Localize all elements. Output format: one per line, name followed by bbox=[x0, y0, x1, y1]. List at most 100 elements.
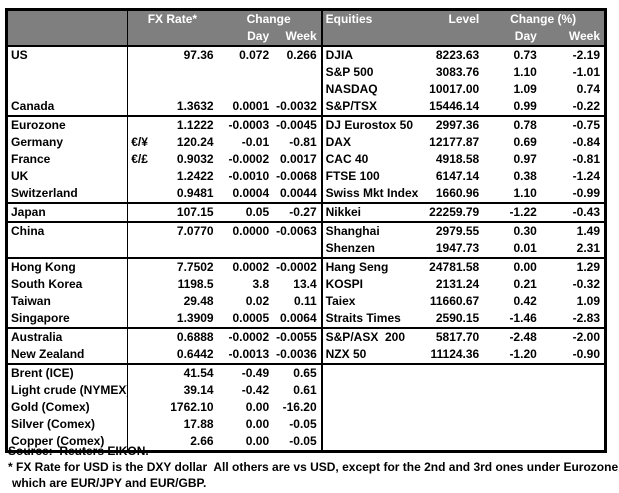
table-row: Brent (ICE) 41.54 -0.49 0.65 bbox=[6, 363, 606, 382]
table-row: Shenzen 1947.73 0.01 2.31 bbox=[7, 240, 606, 258]
fx-week-change-cell: -0.0045 bbox=[273, 115, 322, 134]
fx-rate-cell: 7.7502 bbox=[155, 257, 218, 276]
fx-day-change-cell: -0.0013 bbox=[228, 347, 270, 361]
equity-day-change-cell: 1.10 bbox=[513, 186, 537, 200]
fx-week-change-cell: -0.0032 bbox=[276, 99, 317, 113]
fx-day-change-cell: -0.0002 bbox=[228, 152, 270, 166]
table-row: Germany €/¥ 120.24 -0.01 -0.81 DAX 12177.87 0.6… bbox=[7, 134, 606, 151]
fx-pair-symbol-cell bbox=[127, 363, 156, 382]
fx-day-change-cell: -0.0002 bbox=[217, 327, 274, 346]
fx-footnote-line-2: which are EUR/JPY and EUR/GBP. bbox=[12, 476, 207, 490]
table-row: S&P 500 3083.76 1.10 -1.01 bbox=[7, 64, 606, 81]
equity-day-change-cell: -2.48 bbox=[483, 327, 541, 346]
fx-pair-symbol-cell bbox=[127, 382, 156, 399]
source-line: Source: Reuters EIKON. bbox=[8, 444, 149, 458]
equity-level-cell: 15446.14 bbox=[429, 99, 480, 113]
equity-day-change-cell: 0.38 bbox=[513, 169, 537, 183]
equity-week-change-cell: 0.74 bbox=[576, 82, 600, 96]
fx-week-change-cell: 0.266 bbox=[286, 48, 317, 62]
equity-label-cell: FTSE 100 bbox=[320, 168, 423, 185]
fx-label-cell: Germany bbox=[11, 135, 64, 149]
fx-rate-cell: 107.15 bbox=[155, 202, 218, 222]
fx-change-header: Change bbox=[217, 9, 322, 28]
table-row: Switzerland 0.9481 0.0004 0.0044 Swiss Mkt I… bbox=[7, 185, 606, 203]
market-data-table: FX Rate* Change Equities Level Change (%… bbox=[5, 8, 607, 453]
equity-day-change-cell: 0.78 bbox=[483, 115, 541, 134]
table-row: Canada 1.3632 0.0001 -0.0032 S&P/TSX 15446.14… bbox=[7, 98, 606, 116]
equity-week-change-cell: -0.32 bbox=[572, 277, 600, 291]
fx-day-change-cell bbox=[218, 240, 274, 258]
fx-pair-symbol-cell bbox=[127, 293, 156, 310]
table-row: UK 1.2422 -0.0010 -0.0068 FTSE 100 6147.14 0.3… bbox=[7, 168, 606, 185]
fx-label-cell: Japan bbox=[6, 202, 128, 222]
equity-level-cell: 4918.58 bbox=[435, 152, 480, 166]
equity-day-change-cell: 1.10 bbox=[513, 65, 537, 79]
equity-day-change-cell: 0.73 bbox=[513, 48, 537, 62]
table-row: Taiwan 29.48 0.02 0.11 Taiex 11660.67 0.42 1.09 bbox=[7, 293, 606, 310]
fx-week-change-cell: 0.0017 bbox=[279, 152, 317, 166]
fx-day-change-cell: 0.0002 bbox=[217, 257, 274, 276]
equity-label-cell: NZX 50 bbox=[320, 346, 423, 364]
fx-label-cell bbox=[7, 240, 128, 258]
equity-label-cell bbox=[320, 416, 423, 433]
fx-pair-symbol-cell: €/¥ bbox=[127, 134, 156, 151]
fx-rate-cell: 1.3909 bbox=[176, 311, 214, 325]
fx-week-change-cell: -0.81 bbox=[289, 135, 317, 149]
fx-rate-cell: 97.36 bbox=[183, 48, 214, 62]
equity-level-cell bbox=[423, 416, 484, 433]
equity-label-cell: NASDAQ bbox=[320, 81, 423, 98]
equity-level-cell: 2979.55 bbox=[422, 221, 484, 240]
equity-label-cell: Shenzen bbox=[320, 240, 423, 258]
table-row: Australia 0.6888 -0.0002 -0.0055 S&P/ASX 200… bbox=[6, 327, 606, 346]
fx-pair-symbol-cell bbox=[127, 433, 156, 452]
header-row-2: Day Week Day Week bbox=[6, 28, 606, 47]
fx-week-change-cell: -0.05 bbox=[289, 417, 317, 431]
fx-pair-symbol-cell: €/£ bbox=[127, 151, 156, 168]
equity-day-change-cell: -1.46 bbox=[509, 311, 537, 325]
equity-day-change-cell: 0.42 bbox=[513, 294, 537, 308]
fx-week-change-cell: -0.27 bbox=[273, 202, 322, 222]
fx-day-change-cell: 0.0001 bbox=[232, 99, 270, 113]
equity-week-change-cell: -0.22 bbox=[572, 99, 600, 113]
fx-rate-subheader bbox=[155, 28, 218, 47]
equity-level-cell: 22259.79 bbox=[422, 202, 484, 222]
fx-week-change-cell: -0.05 bbox=[289, 434, 317, 448]
fx-week-change-cell: 0.61 bbox=[293, 383, 317, 397]
equity-level-cell: 11124.36 bbox=[430, 347, 480, 361]
fx-week-header: Week bbox=[273, 28, 322, 47]
equity-label-cell: Straits Times bbox=[320, 310, 423, 328]
fx-day-change-cell bbox=[218, 81, 274, 98]
equity-level-cell: 5817.70 bbox=[422, 327, 484, 346]
equity-week-change-cell bbox=[541, 399, 606, 416]
equity-week-change-cell: 1.09 bbox=[576, 294, 600, 308]
fx-day-change-cell: 0.02 bbox=[245, 294, 270, 308]
fx-rate-cell: 1762.10 bbox=[170, 400, 214, 414]
fx-label-cell: Eurozone bbox=[6, 115, 128, 134]
equities-header: Equities bbox=[320, 9, 423, 28]
equity-day-change-cell: 0.97 bbox=[513, 152, 537, 166]
equity-day-change-cell bbox=[483, 363, 541, 382]
equity-week-change-cell: -2.00 bbox=[540, 327, 606, 346]
fx-label-cell: France bbox=[11, 152, 51, 166]
table-row: China 7.0770 0.0000 -0.0063 Shanghai 2979.55 0… bbox=[6, 221, 606, 240]
fx-pair-symbol-cell bbox=[127, 202, 156, 222]
equity-label-cell: KOSPI bbox=[320, 276, 423, 293]
fx-label-cell: South Korea bbox=[11, 277, 83, 291]
fx-rate-cell: 1.3632 bbox=[176, 99, 214, 113]
equity-day-change-cell: 1.09 bbox=[513, 82, 537, 96]
equity-week-change-cell: 1.29 bbox=[540, 257, 606, 276]
fx-pair-symbol-cell bbox=[127, 346, 156, 364]
equity-day-change-cell bbox=[483, 399, 541, 416]
equity-level-cell: 24781.58 bbox=[422, 257, 484, 276]
equity-label-cell: Shanghai bbox=[320, 221, 423, 240]
equity-label-cell bbox=[320, 363, 423, 382]
fx-week-change-cell: 0.65 bbox=[273, 363, 322, 382]
equity-label-cell: Swiss Mkt Index bbox=[320, 185, 423, 203]
fx-pair-symbol-cell bbox=[127, 81, 156, 98]
equity-level-cell bbox=[423, 382, 484, 399]
fx-day-change-cell bbox=[218, 64, 274, 81]
fx-rate-cell: 39.14 bbox=[183, 383, 214, 397]
fx-pair-symbol-cell bbox=[127, 115, 156, 134]
fx-week-change-cell bbox=[273, 240, 321, 258]
equity-label-cell bbox=[320, 399, 423, 416]
